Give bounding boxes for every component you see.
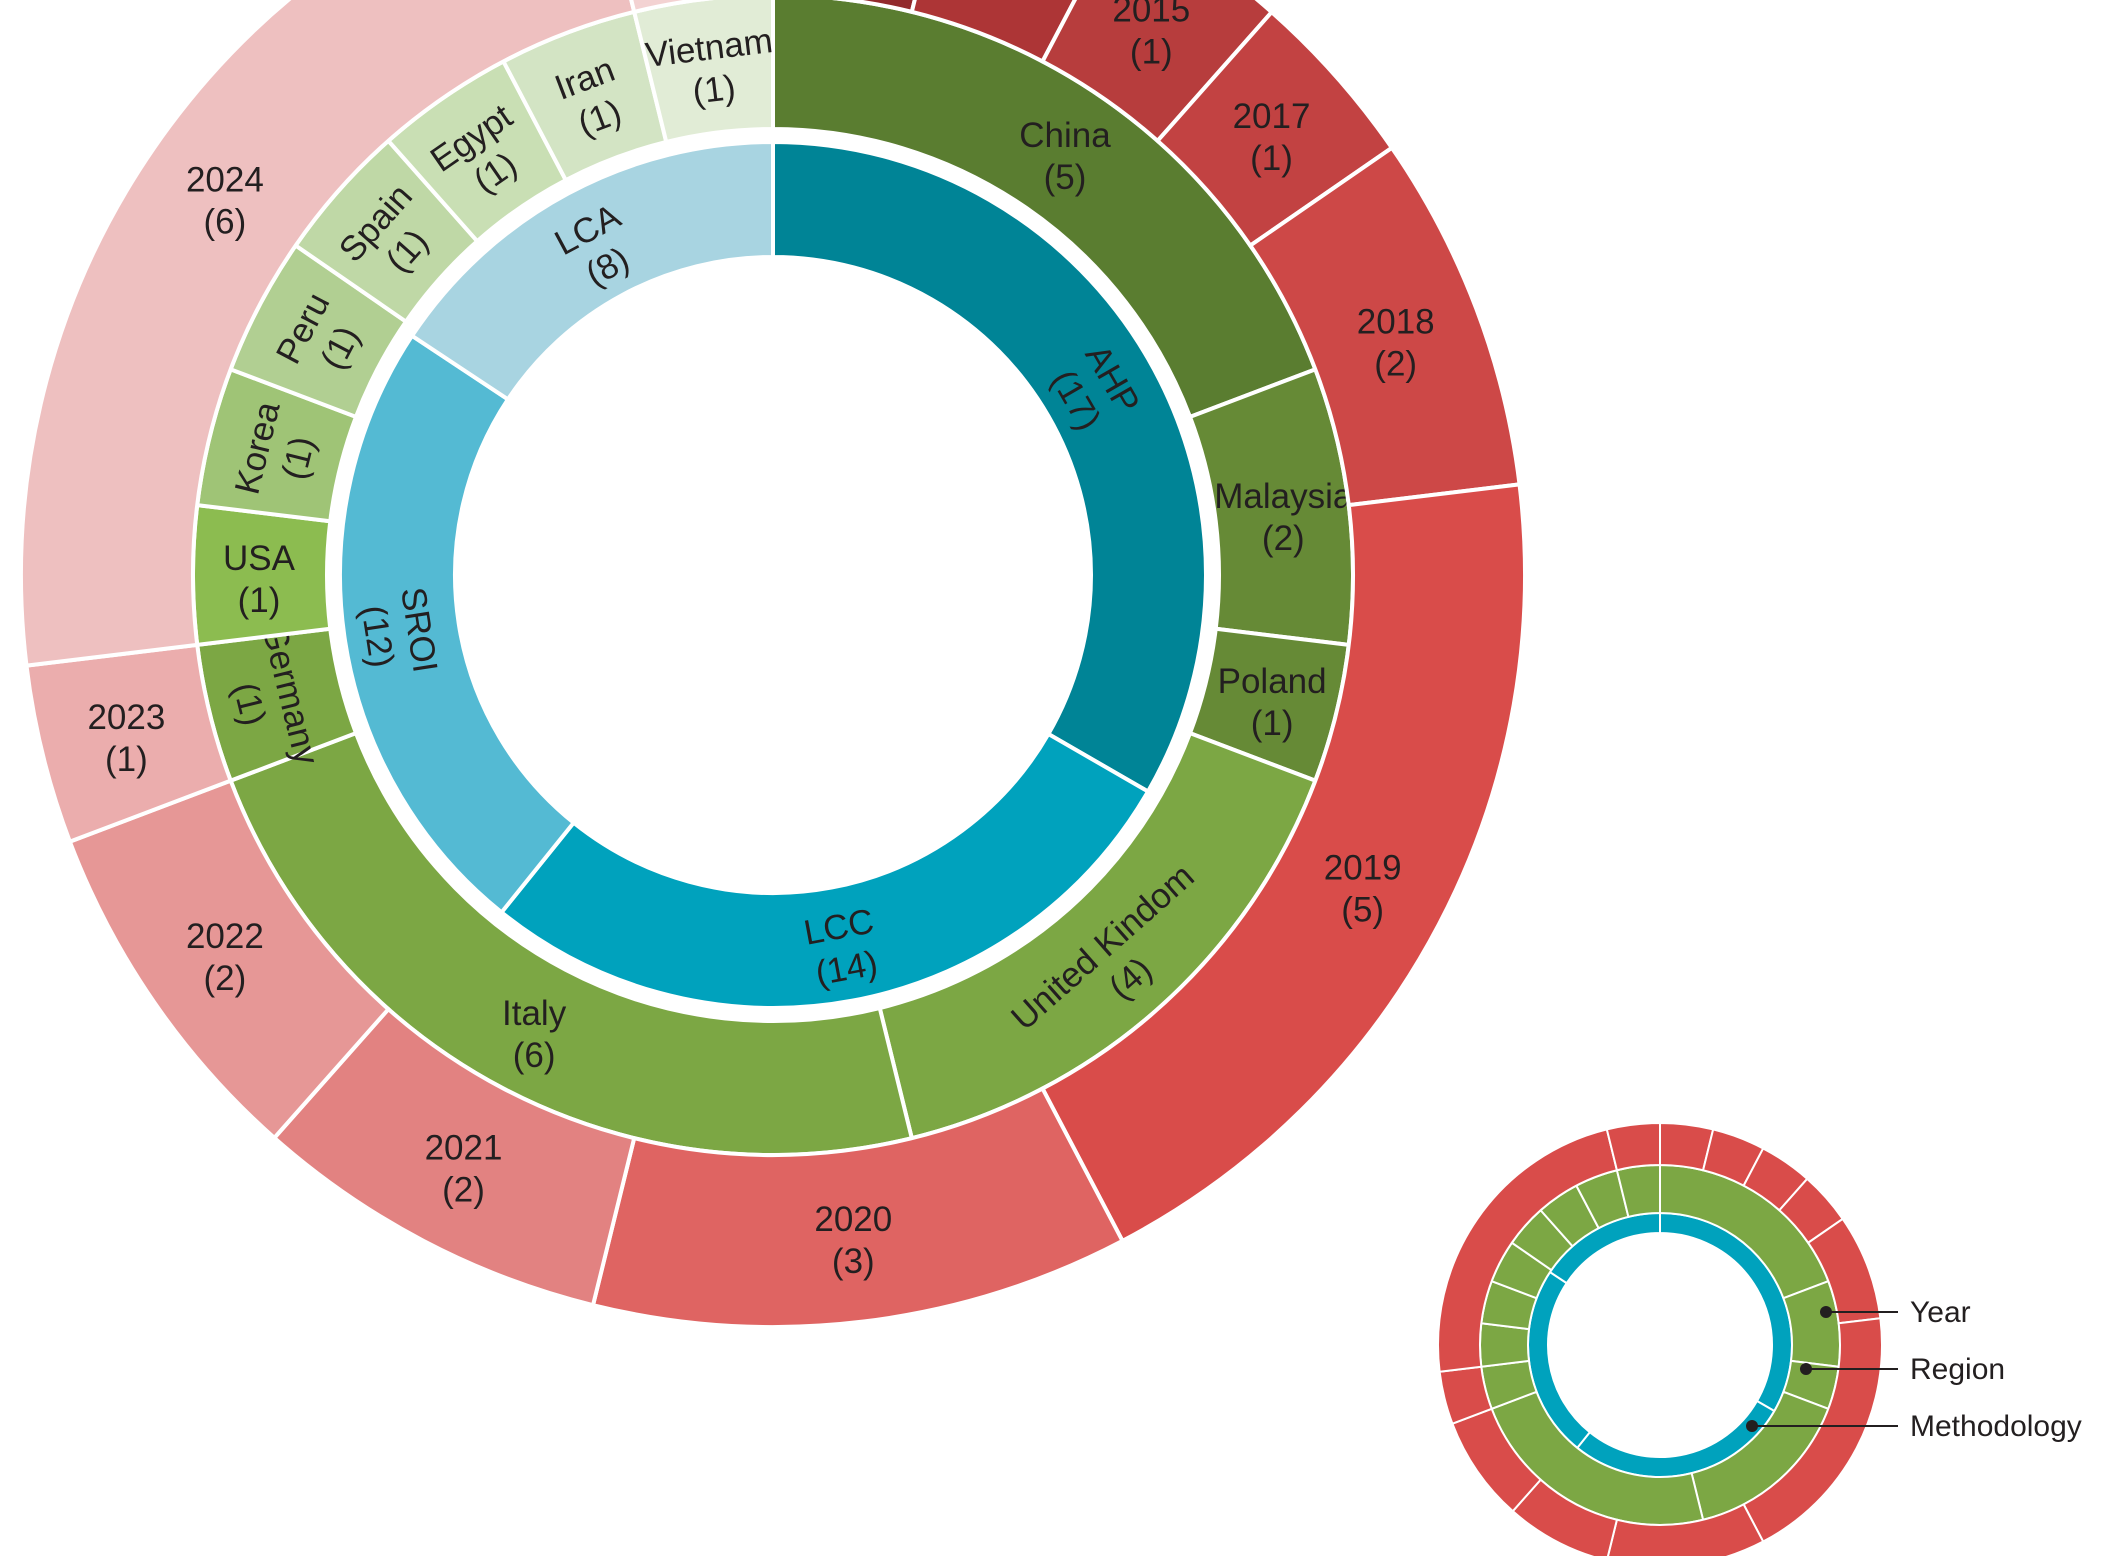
year-segment-2014	[909, 0, 1078, 65]
main-sunburst: AHP(17)LCC(14)SROI(12)LCA(8)China (5)Mala…	[18, 0, 1528, 1330]
region-label-italy: Italy (6)	[502, 994, 567, 1075]
year-label-2023: 2023 (1)	[87, 698, 165, 779]
legend-item-region: Region	[1800, 1353, 2005, 1386]
segment-count: (12)	[353, 603, 401, 670]
segment-name: 2023	[87, 698, 165, 737]
year-label-2022: 2022 (2)	[186, 917, 264, 998]
legend-item-year: Year	[1820, 1296, 1971, 1329]
legend-leader-dot	[1800, 1363, 1812, 1375]
segment-count: (1)	[238, 581, 281, 620]
year-label-2024: 2024 (6)	[186, 160, 264, 241]
year-label-2019: 2019 (5)	[1324, 848, 1402, 929]
segment-count: (1)	[690, 68, 737, 112]
year-segment-2019	[1039, 482, 1528, 1244]
segment-name: 2017	[1233, 97, 1311, 136]
segment-count: (2)	[204, 959, 247, 998]
segment-name: USA	[223, 539, 296, 578]
legend-diagram	[1437, 1121, 1883, 1556]
methodology-segment-lca	[409, 139, 775, 403]
year-label-2017: 2017 (1)	[1233, 97, 1311, 178]
region-ring: China (5)Malaysia (2)Poland (1)United Kindo…	[191, 0, 1355, 1158]
segment-count: (2)	[1262, 519, 1305, 558]
methodology-ring: AHP(17)LCC(14)SROI(12)LCA(8)	[338, 139, 1208, 1010]
methodology-segment-sroi	[338, 333, 577, 916]
legend-leader-dot	[1746, 1420, 1758, 1432]
legend-label-methodology: Methodology	[1910, 1410, 2082, 1443]
year-label-2018: 2018 (2)	[1357, 303, 1435, 384]
region-label-china: China (5)	[1019, 116, 1111, 197]
segment-count: (1)	[105, 740, 148, 779]
segment-count: (6)	[513, 1036, 556, 1075]
segment-name: 2019	[1324, 848, 1402, 887]
methodology-label-sroi: SROI(12)	[352, 585, 445, 682]
segment-count: (5)	[1044, 158, 1087, 197]
segment-name: 2024	[186, 160, 264, 199]
legend-label-year: Year	[1910, 1296, 1971, 1329]
methodology-segment-ahp	[771, 139, 1208, 795]
legend: Year Region Methodology	[1746, 1296, 2082, 1443]
region-label-poland: Poland (1)	[1218, 662, 1327, 743]
segment-count: (5)	[1341, 890, 1384, 929]
year-label-2015: 2015 (1)	[1112, 0, 1190, 72]
year-segment-2009	[831, 0, 917, 15]
mini-region-ring	[1478, 1163, 1842, 1527]
year-ring: 2009(1)2014(1)2015(1)2017(1)2018(2)2019(…	[18, 0, 1528, 1330]
methodology-segment-lcc	[498, 731, 1151, 1010]
segment-count: (1)	[1130, 33, 1173, 72]
legend-leader-dot	[1820, 1306, 1832, 1318]
segment-count: (1)	[1250, 139, 1293, 178]
segment-name: China	[1019, 116, 1111, 155]
segment-name: 2021	[425, 1128, 503, 1167]
segment-name: Poland	[1218, 662, 1327, 701]
segment-count: (3)	[832, 1242, 875, 1281]
segment-name: 2022	[186, 917, 264, 956]
mini-region-segment-usa	[1478, 1322, 1531, 1368]
region-label-usa: USA (1)	[223, 539, 296, 620]
year-label-2021: 2021 (2)	[425, 1128, 503, 1209]
segment-name: 2018	[1357, 303, 1435, 342]
year-segment-2025	[629, 0, 715, 15]
mini-region-segment-malaysia	[1782, 1279, 1842, 1368]
mini-methodology-ring	[1527, 1211, 1793, 1478]
segment-name: Malaysia	[1214, 477, 1353, 516]
year-segment-2024	[18, 0, 637, 668]
year-label-2020: 2020 (3)	[814, 1200, 892, 1281]
mini-year-segment-2025	[1605, 1121, 1661, 1172]
mini-year-ring	[1437, 1121, 1883, 1556]
legend-label-region: Region	[1910, 1353, 2005, 1386]
segment-count: (1)	[1251, 704, 1294, 743]
region-label-malaysia: Malaysia (2)	[1214, 477, 1353, 558]
segment-count: (2)	[1374, 345, 1417, 384]
segment-name: 2020	[814, 1200, 892, 1239]
legend-item-methodology: Methodology	[1746, 1410, 2082, 1443]
segment-name: Italy	[502, 994, 567, 1033]
segment-name: 2015	[1112, 0, 1190, 30]
segment-count: (6)	[204, 202, 247, 241]
segment-count: (2)	[442, 1170, 485, 1209]
